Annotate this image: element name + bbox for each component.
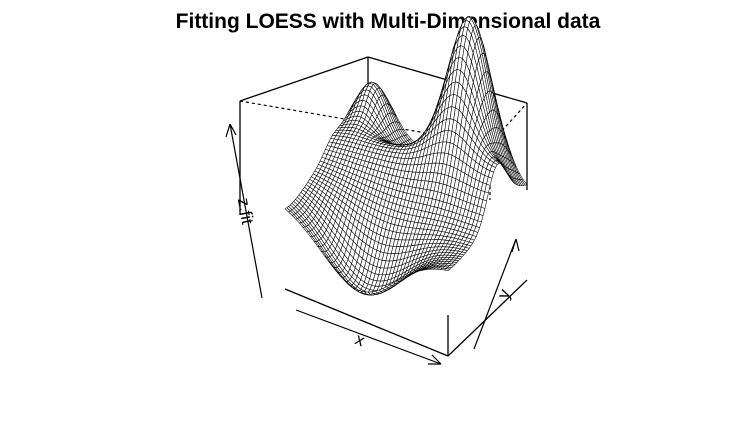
x-axis-arrow — [295, 309, 442, 365]
bounding-box-front — [284, 279, 528, 357]
x-axis-label: x — [353, 330, 368, 351]
box-edge-front-bottom-right — [447, 279, 528, 357]
box-edge-back-top-left — [239, 56, 369, 102]
z-axis-label: z.fit — [234, 196, 257, 226]
axis-arrows — [225, 123, 520, 365]
y-axis-label: y — [494, 286, 515, 301]
surface-mesh — [284, 15, 528, 296]
z-axis-arrow — [225, 123, 263, 299]
y-axis-arrow — [473, 238, 520, 350]
box-edge-front-bottom-left — [284, 288, 449, 357]
surface-cell — [443, 268, 451, 271]
chart-title: Fitting LOESS with Multi-Dimensional dat… — [176, 10, 601, 33]
